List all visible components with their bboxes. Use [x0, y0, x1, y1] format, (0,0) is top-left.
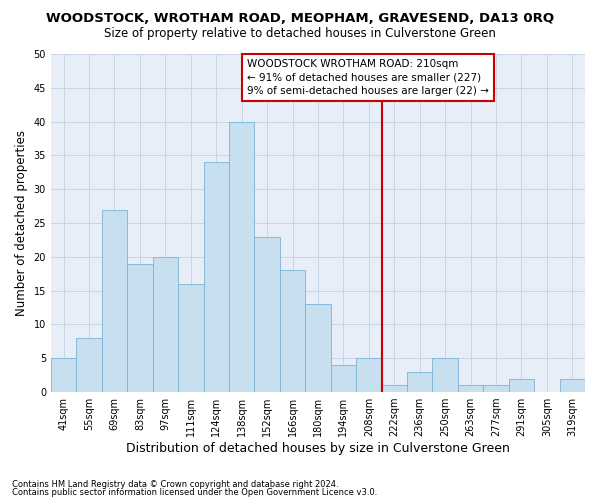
Bar — [483, 386, 509, 392]
Bar — [331, 365, 356, 392]
Bar — [407, 372, 433, 392]
Bar — [76, 338, 102, 392]
X-axis label: Distribution of detached houses by size in Culverstone Green: Distribution of detached houses by size … — [126, 442, 510, 455]
Bar — [152, 257, 178, 392]
Bar — [382, 386, 407, 392]
Bar — [127, 264, 152, 392]
Bar — [305, 304, 331, 392]
Bar — [178, 284, 203, 392]
Bar — [356, 358, 382, 392]
Text: Contains HM Land Registry data © Crown copyright and database right 2024.: Contains HM Land Registry data © Crown c… — [12, 480, 338, 489]
Bar — [203, 162, 229, 392]
Bar — [433, 358, 458, 392]
Bar — [254, 236, 280, 392]
Bar — [229, 122, 254, 392]
Bar — [51, 358, 76, 392]
Bar — [458, 386, 483, 392]
Bar — [280, 270, 305, 392]
Text: Size of property relative to detached houses in Culverstone Green: Size of property relative to detached ho… — [104, 28, 496, 40]
Bar — [102, 210, 127, 392]
Text: WOODSTOCK WROTHAM ROAD: 210sqm
← 91% of detached houses are smaller (227)
9% of : WOODSTOCK WROTHAM ROAD: 210sqm ← 91% of … — [247, 60, 488, 96]
Bar — [560, 378, 585, 392]
Bar — [509, 378, 534, 392]
Y-axis label: Number of detached properties: Number of detached properties — [15, 130, 28, 316]
Text: WOODSTOCK, WROTHAM ROAD, MEOPHAM, GRAVESEND, DA13 0RQ: WOODSTOCK, WROTHAM ROAD, MEOPHAM, GRAVES… — [46, 12, 554, 26]
Text: Contains public sector information licensed under the Open Government Licence v3: Contains public sector information licen… — [12, 488, 377, 497]
